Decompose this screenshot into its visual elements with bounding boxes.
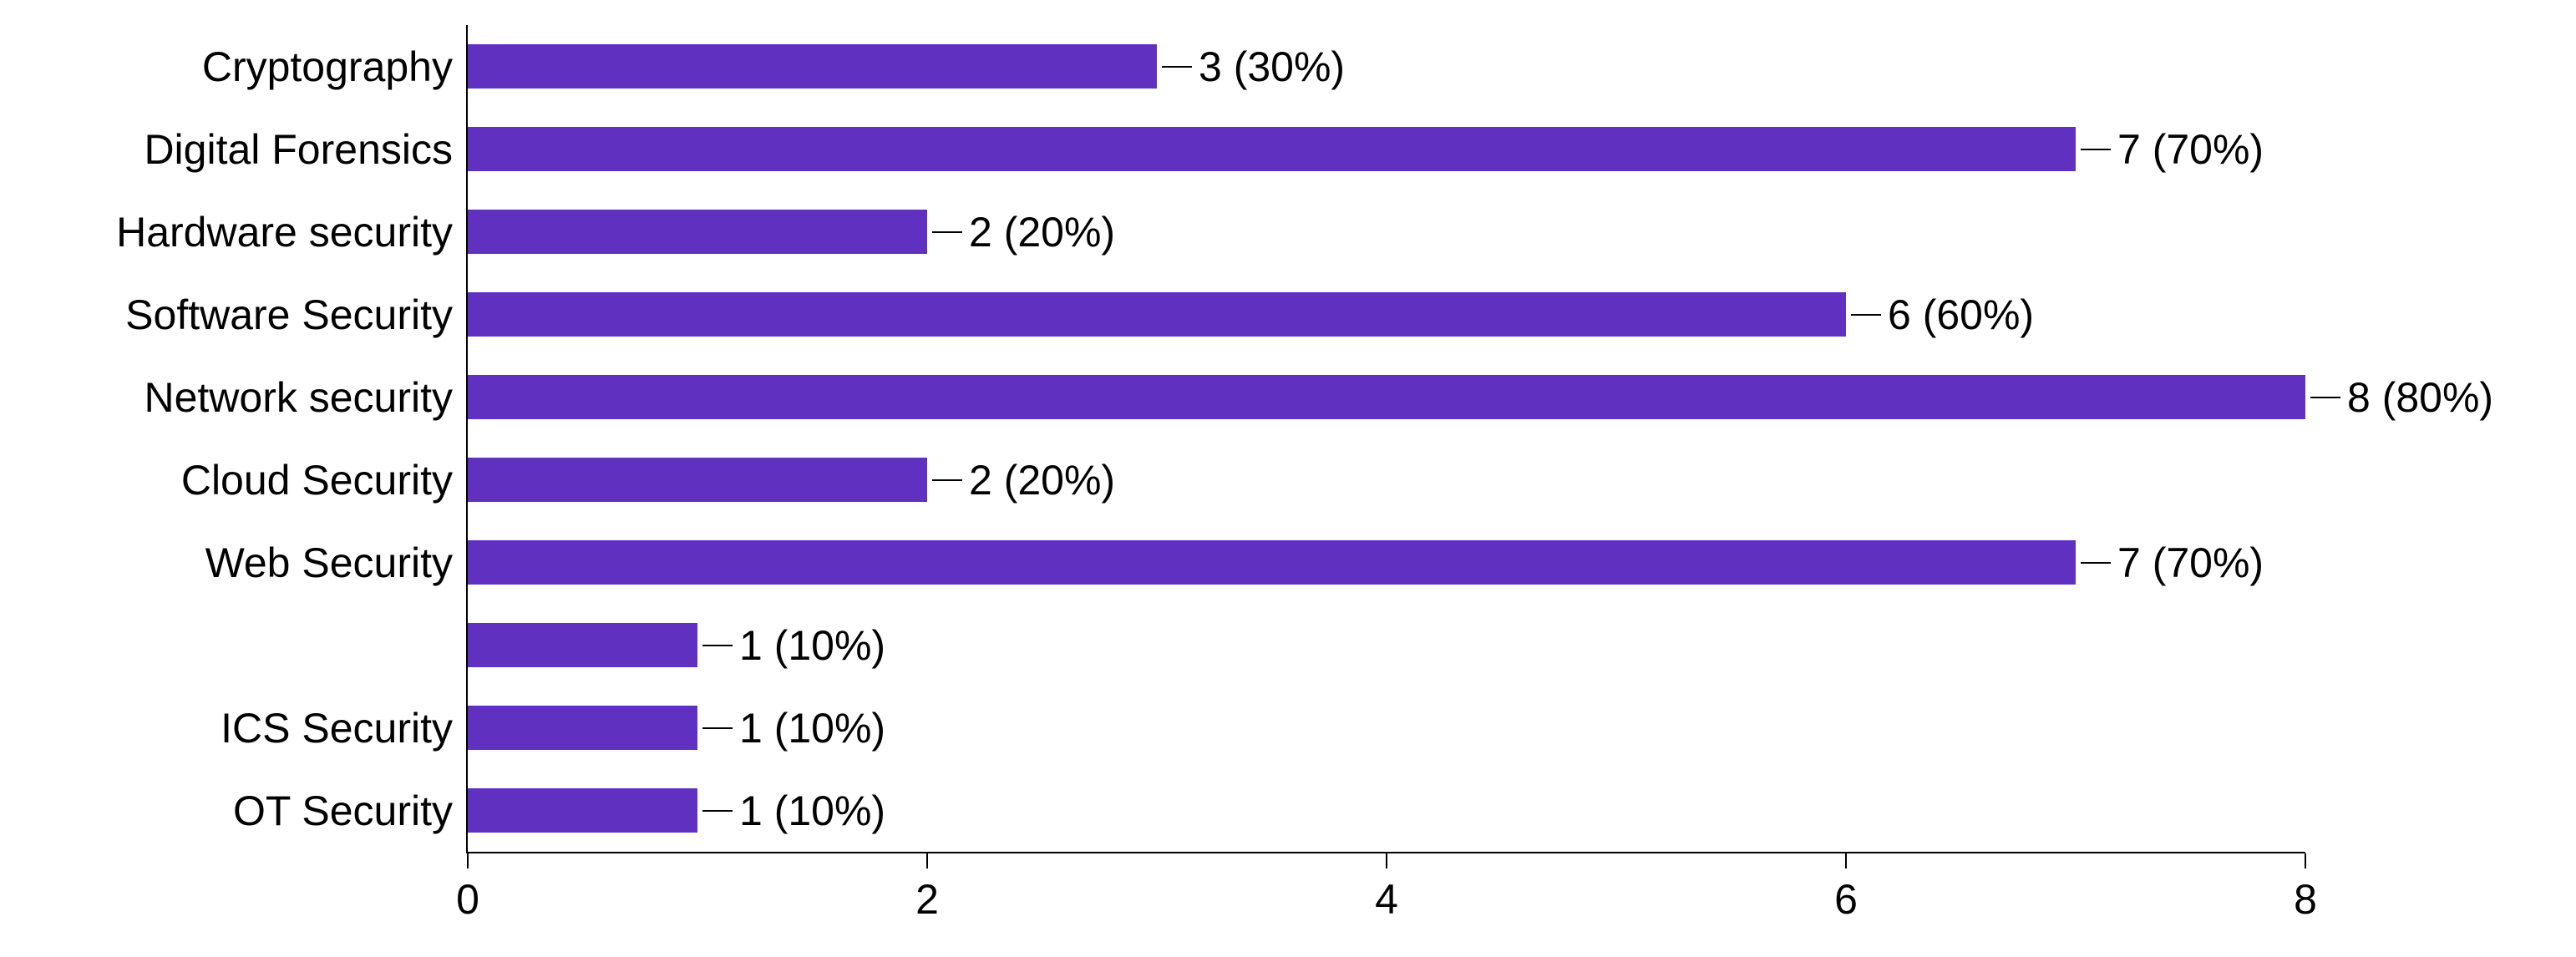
category-label: ICS Security bbox=[221, 704, 453, 752]
x-tick-label: 2 bbox=[915, 875, 939, 924]
bar bbox=[468, 540, 2076, 585]
bar bbox=[468, 292, 1846, 337]
bar bbox=[468, 44, 1157, 89]
category-label: Software Security bbox=[125, 291, 453, 339]
value-leader bbox=[702, 727, 733, 729]
value-label: 1 (10%) bbox=[739, 787, 885, 835]
category-label: Cloud Security bbox=[181, 456, 453, 504]
value-label: 7 (70%) bbox=[2117, 125, 2264, 174]
value-leader bbox=[2081, 562, 2111, 564]
x-tick-label: 0 bbox=[456, 875, 479, 924]
value-label: 3 (30%) bbox=[1199, 43, 1345, 91]
bar bbox=[468, 375, 2305, 419]
x-tick-label: 6 bbox=[1834, 875, 1858, 924]
value-label: 6 (60%) bbox=[1888, 291, 2034, 339]
x-tick bbox=[467, 853, 469, 868]
x-tick bbox=[1845, 853, 1847, 868]
category-label: Web Security bbox=[205, 539, 453, 587]
bar bbox=[468, 458, 927, 502]
value-leader bbox=[1162, 66, 1192, 68]
x-tick bbox=[2305, 853, 2306, 868]
value-leader bbox=[702, 645, 733, 646]
value-label: 1 (10%) bbox=[739, 621, 885, 670]
value-leader bbox=[2081, 149, 2111, 150]
value-leader bbox=[2310, 397, 2340, 398]
x-tick-label: 8 bbox=[2294, 875, 2317, 924]
value-label: 7 (70%) bbox=[2117, 539, 2264, 587]
bar bbox=[468, 623, 697, 667]
value-leader bbox=[702, 810, 733, 812]
category-label: Digital Forensics bbox=[144, 125, 453, 174]
category-label: OT Security bbox=[233, 787, 453, 835]
bar bbox=[468, 788, 697, 833]
bar bbox=[468, 706, 697, 750]
value-leader bbox=[932, 231, 962, 233]
horizontal-bar-chart: 0 2 4 6 8 Cryptography 3 (30%) Digital Forensic… bbox=[0, 0, 2576, 957]
x-tick bbox=[1386, 853, 1387, 868]
value-leader bbox=[932, 479, 962, 481]
category-label: Cryptography bbox=[202, 43, 453, 91]
bar bbox=[468, 127, 2076, 171]
bar bbox=[468, 210, 927, 254]
value-label: 2 (20%) bbox=[969, 456, 1115, 504]
x-tick-label: 4 bbox=[1375, 875, 1398, 924]
value-label: 2 (20%) bbox=[969, 208, 1115, 256]
category-label: Hardware security bbox=[116, 208, 453, 256]
value-label: 8 (80%) bbox=[2347, 373, 2493, 422]
category-label: Network security bbox=[144, 373, 453, 422]
value-label: 1 (10%) bbox=[739, 704, 885, 752]
x-tick bbox=[926, 853, 928, 868]
value-leader bbox=[1851, 314, 1881, 316]
